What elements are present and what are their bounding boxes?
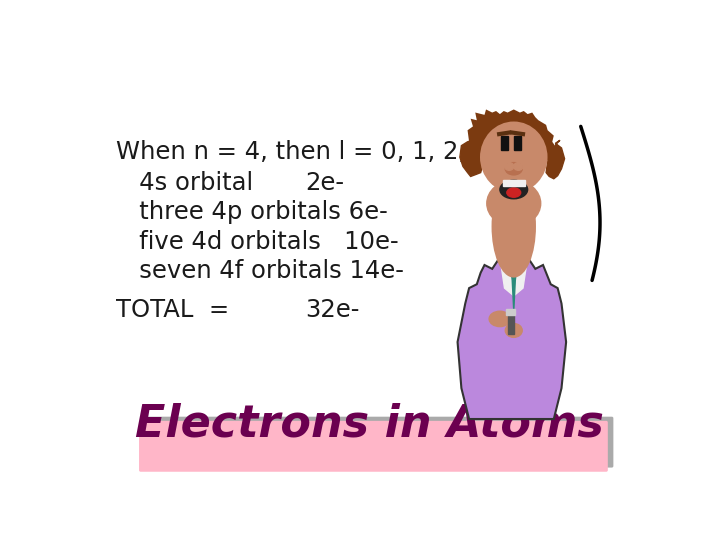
Polygon shape [500, 251, 528, 296]
Ellipse shape [492, 177, 535, 276]
Bar [508, 315, 514, 334]
Ellipse shape [505, 163, 522, 175]
Polygon shape [460, 140, 483, 177]
Ellipse shape [487, 180, 541, 226]
Ellipse shape [500, 180, 528, 199]
FancyBboxPatch shape [139, 421, 608, 472]
Text: Electrons in Atoms: Electrons in Atoms [135, 402, 603, 446]
Ellipse shape [481, 123, 546, 192]
Text: 4s orbital: 4s orbital [116, 171, 253, 195]
Text: 2e-: 2e- [305, 171, 344, 195]
Text: seven 4f orbitals 14e-: seven 4f orbitals 14e- [116, 259, 403, 282]
Polygon shape [509, 251, 518, 311]
Text: 32e-: 32e- [305, 298, 359, 322]
Text: TOTAL  =: TOTAL = [116, 298, 229, 322]
Ellipse shape [507, 188, 521, 197]
Bar [503, 180, 525, 186]
Bar [514, 136, 521, 150]
Text: five 4d orbitals   10e-: five 4d orbitals 10e- [116, 230, 398, 253]
Ellipse shape [489, 311, 510, 327]
Text: three 4p orbitals 6e-: three 4p orbitals 6e- [116, 200, 387, 225]
Bar [500, 136, 508, 150]
Text: When n = 4, then l = 0, 1, 2, 3: When n = 4, then l = 0, 1, 2, 3 [116, 140, 489, 164]
Ellipse shape [505, 163, 514, 170]
Ellipse shape [514, 163, 523, 170]
Ellipse shape [505, 323, 522, 338]
Polygon shape [457, 253, 566, 419]
Polygon shape [467, 110, 558, 161]
Polygon shape [546, 140, 564, 179]
Bar [506, 309, 516, 315]
FancyBboxPatch shape [145, 417, 613, 468]
